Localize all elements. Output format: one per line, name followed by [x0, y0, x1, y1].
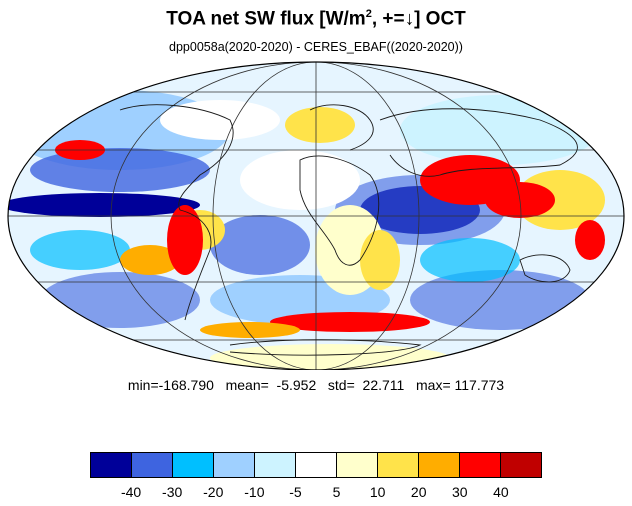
colorbar-cell: [419, 453, 460, 477]
colorbar-tick-label: -30: [162, 484, 183, 500]
colorbar-cell: [378, 453, 419, 477]
map-border: [7, 61, 625, 370]
plot-subtitle: dpp0058a(2020-2020) - CERES_EBAF((2020-2…: [169, 40, 463, 54]
colorbar-tick-label: 5: [332, 484, 341, 500]
plot-title: TOA net SW flux [W/m2, +=↓] OCT: [166, 8, 466, 30]
colorbar-tick-label: 10: [369, 484, 386, 500]
colorbar-tick-label: -10: [244, 484, 265, 500]
colorbar-tick-label: -40: [120, 484, 142, 500]
mollweide-map: [7, 61, 625, 370]
statistics-line: min=-168.790 mean= -5.952 std= 22.711 ma…: [127, 377, 505, 393]
colorbar-labels: -40 -30 -20 -10 -5 5 10 20 30 40: [0, 484, 632, 502]
colorbar-cell: [132, 453, 173, 477]
colorbar-cell: [337, 453, 378, 477]
colorbar-tick-label: 40: [493, 484, 509, 500]
colorbar-cell: [255, 453, 296, 477]
colorbar-cell: [91, 453, 132, 477]
colorbar-cell: [214, 453, 255, 477]
flux-field: [8, 62, 624, 370]
colorbar-cell: [173, 453, 214, 477]
colorbar-tick-label: -5: [289, 484, 302, 500]
colorbar-cell: [460, 453, 501, 477]
colorbar: [90, 452, 542, 478]
colorbar-cell: [501, 453, 541, 477]
colorbar-tick-label: 30: [452, 484, 468, 500]
colorbar-tick-label: -20: [203, 484, 224, 500]
colorbar-cell: [296, 453, 337, 477]
colorbar-tick-label: 20: [410, 484, 427, 500]
coastlines: [119, 104, 578, 356]
